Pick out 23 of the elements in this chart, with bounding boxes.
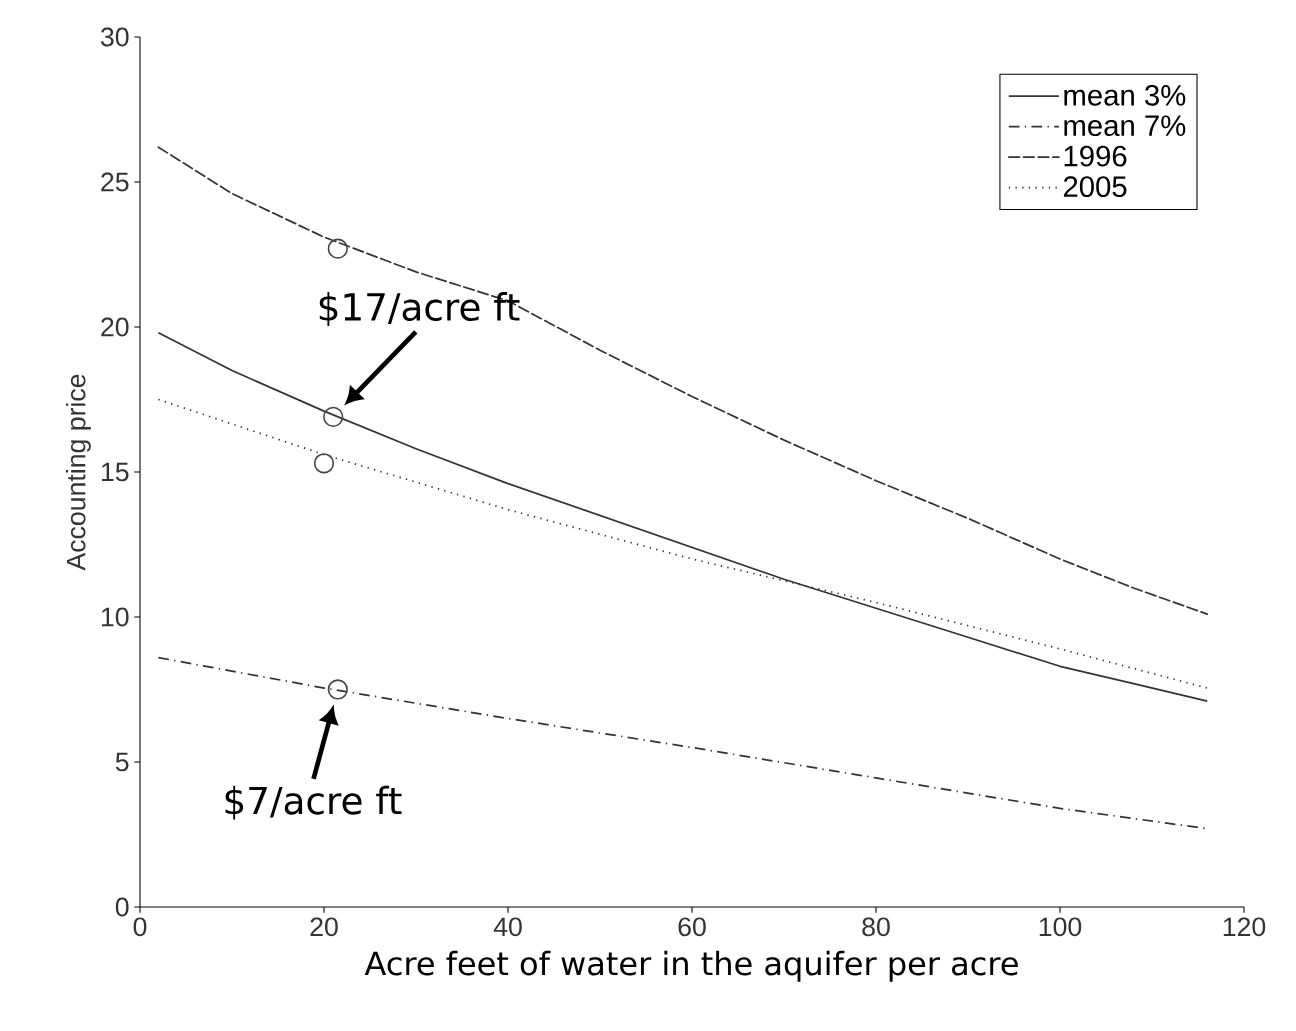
y-tick-label: 20 <box>101 317 129 337</box>
y-tick-label: 0 <box>115 897 129 917</box>
legend-label: mean 7% <box>1064 115 1186 137</box>
legend-label: mean 3% <box>1064 84 1186 106</box>
x-tick-label: 20 <box>310 917 338 937</box>
annotation: $17/acre ft <box>319 292 520 326</box>
x-axis-title: Acre feet of water in the aquifer per acre <box>364 950 1018 982</box>
y-tick-label: 10 <box>101 607 129 627</box>
x-tick-label: 100 <box>1039 917 1082 937</box>
y-tick-label: 30 <box>100 27 129 47</box>
y-tick-label: 25 <box>101 172 129 192</box>
legend-label: 2005 <box>1063 176 1127 198</box>
x-tick-label: 0 <box>133 917 147 937</box>
y-tick-label: 15 <box>101 462 129 482</box>
line-series <box>157 146 1209 615</box>
x-tick-label: 120 <box>1223 917 1266 937</box>
legend-label: 1996 <box>1064 145 1127 167</box>
annotation: $7/acre ft <box>225 785 402 820</box>
x-tick-label: 60 <box>678 917 706 937</box>
y-tick-label: 5 <box>115 752 129 772</box>
x-tick-label: 40 <box>493 917 522 937</box>
x-tick-label: 80 <box>862 917 890 937</box>
y-axis-title: Accounting price <box>65 374 91 571</box>
